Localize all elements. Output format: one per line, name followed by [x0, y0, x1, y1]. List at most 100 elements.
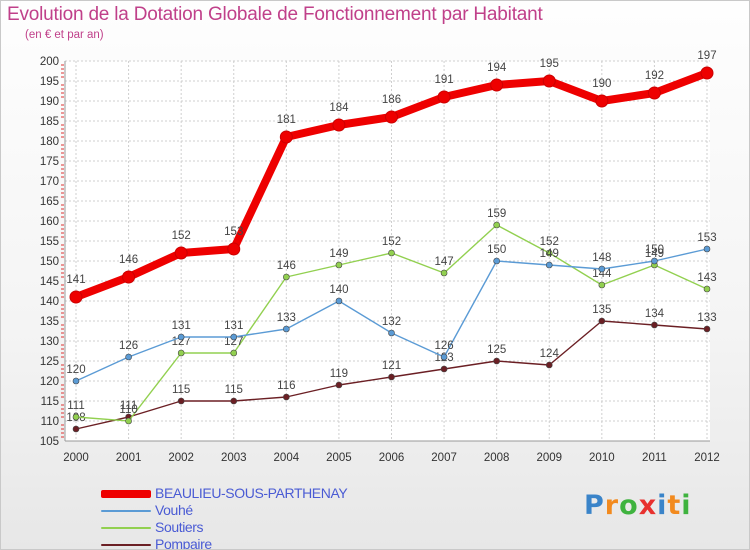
data-point	[651, 321, 658, 329]
data-label: 132	[382, 316, 401, 328]
data-point	[227, 242, 241, 256]
data-point	[542, 74, 556, 88]
data-point	[125, 417, 132, 425]
data-label: 126	[119, 340, 138, 352]
data-label: 153	[224, 226, 243, 238]
data-label: 131	[224, 320, 243, 332]
data-label: 190	[592, 78, 611, 90]
chart-subtitle: (en € et par an)	[25, 29, 104, 41]
y-tick-label: 180	[40, 136, 59, 148]
data-label: 111	[67, 400, 84, 412]
data-label: 153	[697, 232, 716, 244]
data-point	[545, 261, 553, 269]
data-label: 121	[382, 360, 401, 372]
data-point	[279, 130, 293, 144]
data-label: 148	[592, 252, 611, 264]
data-label: 134	[645, 308, 665, 320]
data-label: 126	[434, 340, 453, 352]
legend-label: Vouhé	[155, 502, 193, 518]
x-tick-label: 2011	[642, 452, 667, 464]
y-tick-label: 195	[40, 76, 59, 88]
data-point	[332, 118, 346, 132]
data-point	[125, 353, 132, 361]
x-tick-label: 2005	[326, 452, 352, 464]
data-label: 141	[66, 274, 85, 286]
data-point	[283, 393, 290, 401]
logo-letter: t	[667, 490, 682, 521]
data-point	[69, 290, 83, 304]
data-point	[230, 397, 238, 405]
data-label: 191	[434, 74, 453, 86]
data-point	[72, 413, 80, 421]
y-tick-label: 130	[40, 336, 59, 348]
y-tick-label: 115	[41, 396, 59, 408]
data-point	[437, 90, 451, 104]
data-point	[335, 297, 343, 305]
data-point	[490, 78, 504, 92]
data-point	[545, 361, 553, 369]
data-label: 159	[487, 208, 506, 220]
data-label: 194	[487, 62, 507, 74]
data-label: 133	[697, 312, 716, 324]
data-label: 197	[697, 50, 716, 62]
chart-title: Evolution de la Dotation Globale de Fonc…	[7, 4, 543, 25]
data-label: 133	[277, 312, 296, 324]
data-point	[385, 110, 398, 124]
data-label: 195	[540, 58, 559, 70]
x-tick-label: 2002	[168, 452, 194, 464]
y-tick-label: 135	[40, 316, 59, 328]
y-tick-label: 125	[40, 356, 59, 368]
logo-letter: r	[604, 490, 620, 521]
data-point	[595, 94, 609, 108]
data-label: 181	[277, 114, 296, 126]
data-point	[72, 377, 80, 385]
x-tick-label: 2008	[484, 452, 510, 464]
data-label: 110	[119, 404, 137, 416]
data-label: 135	[592, 304, 611, 316]
x-tick-label: 2009	[536, 452, 562, 464]
data-label: 186	[382, 94, 401, 106]
legend-label: Soutiers	[155, 519, 204, 535]
logo-letter: i	[681, 490, 692, 521]
data-point	[598, 281, 606, 289]
data-point	[388, 373, 395, 381]
y-tick-label: 190	[40, 96, 59, 108]
data-point	[122, 270, 136, 284]
data-label: 146	[277, 260, 296, 272]
data-point	[493, 357, 500, 365]
data-point	[72, 425, 80, 433]
data-point	[230, 349, 238, 357]
logo-letter: P	[584, 490, 605, 521]
data-label: 111	[120, 400, 137, 412]
data-label: 152	[540, 236, 559, 248]
data-point	[598, 317, 606, 325]
data-label: 127	[224, 336, 243, 348]
x-tick-label: 2001	[116, 452, 142, 464]
data-point	[703, 285, 711, 293]
proxiti-logo: Proxiti	[584, 490, 692, 521]
series-4: 108111115115116119121123125124135134133	[66, 304, 717, 433]
data-point	[598, 265, 606, 273]
data-label: 125	[487, 344, 506, 356]
data-point	[440, 365, 448, 373]
data-point	[230, 333, 238, 341]
y-axis: 105 110 115 120 125 130 135 140 145 150 155 160 165 1…	[40, 56, 66, 448]
legend-label: BEAULIEU-SOUS-PARTHENAY	[155, 485, 348, 501]
data-point	[177, 349, 185, 357]
data-point	[335, 261, 343, 269]
y-tick-label: 120	[40, 376, 59, 388]
y-tick-label: 165	[40, 196, 59, 208]
y-tick-label: 200	[40, 56, 59, 68]
data-point	[335, 381, 343, 389]
data-point	[440, 269, 448, 277]
data-label: 124	[540, 348, 560, 360]
data-label: 150	[487, 244, 506, 256]
data-label: 143	[697, 272, 716, 284]
legend-swatch	[101, 510, 151, 512]
data-point	[493, 221, 500, 229]
y-tick-label: 105	[40, 436, 59, 448]
data-label: 184	[329, 102, 349, 114]
y-tick-label: 140	[40, 296, 59, 308]
